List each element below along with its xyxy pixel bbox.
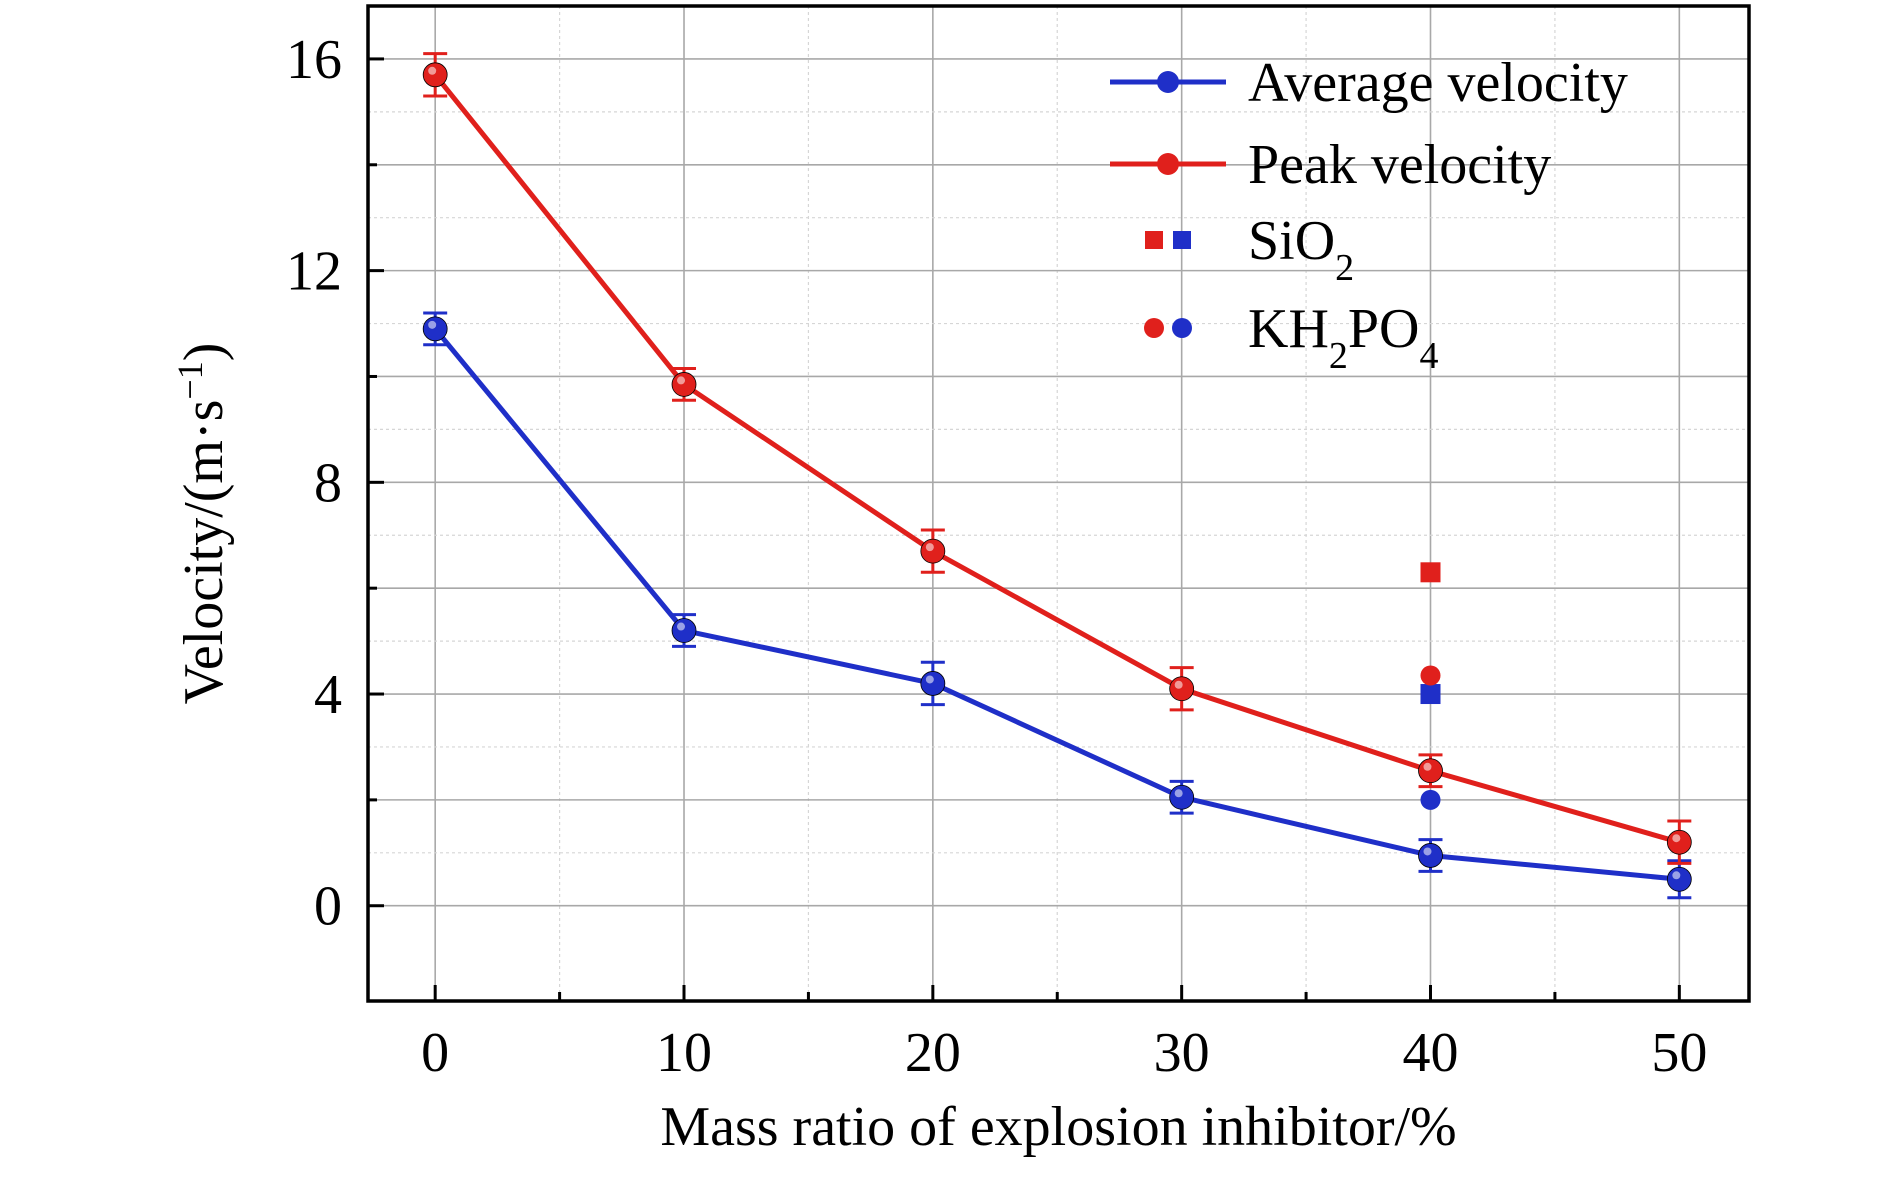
data-point-highlight (1423, 762, 1432, 771)
legend-kh2po4-kh: KH (1248, 298, 1329, 360)
data-point-highlight (428, 66, 437, 75)
legend-label-average: Average velocity (1248, 52, 1628, 114)
legend-marker-sio2-peak (1145, 231, 1163, 249)
x-tick-label: 10 (656, 1022, 712, 1084)
legend-marker-average (1157, 71, 1179, 93)
legend-item-average-velocity: Average velocity (1110, 52, 1628, 114)
point-sio2-average (1420, 684, 1441, 705)
data-point (422, 316, 448, 342)
y-axis-title-main: Velocity/(m·s (173, 400, 235, 705)
data-point-highlight (925, 543, 934, 552)
legend-kh2po4-sub2: 4 (1419, 335, 1438, 377)
legend-label-kh2po4: KH2PO4 (1248, 298, 1438, 377)
data-point (422, 62, 448, 88)
y-tick-label: 4 (314, 664, 342, 726)
y-axis-title-close: ) (173, 343, 235, 362)
point-kh2po4-peak (1420, 665, 1441, 686)
data-point (920, 671, 946, 696)
data-point (1169, 676, 1195, 702)
x-tick-label: 0 (421, 1022, 449, 1084)
x-tick-label: 50 (1651, 1022, 1707, 1084)
tick-labels: 0 10 20 30 40 50 0 4 8 12 16 (286, 29, 1707, 1084)
series-line (433, 73, 1681, 845)
data-point (1169, 784, 1195, 810)
y-axis-title: Velocity/(m·s−1) (170, 343, 235, 705)
x-tick-label: 30 (1154, 1022, 1210, 1084)
data-point-highlight (1672, 834, 1681, 843)
extra-points (1420, 562, 1441, 810)
series-line (433, 327, 1680, 882)
x-tick-label: 40 (1402, 1022, 1458, 1084)
series-peak-velocity (422, 52, 1692, 865)
ticks (368, 57, 1681, 1001)
x-axis-title: Mass ratio of explosion inhibitor/% (660, 1096, 1456, 1158)
legend-sio2-sub: 2 (1335, 247, 1354, 289)
data-point (920, 538, 946, 564)
data-point-highlight (428, 320, 437, 329)
data-point-highlight (1174, 680, 1183, 689)
legend-item-peak-velocity: Peak velocity (1110, 134, 1551, 196)
grid (368, 6, 1749, 1001)
point-kh2po4-average (1420, 789, 1441, 810)
y-axis-title-sup: −1 (170, 361, 210, 399)
data-point-highlight (1672, 871, 1681, 880)
data-point (1418, 843, 1443, 868)
data-point-highlight (1423, 847, 1432, 856)
data-point (671, 372, 697, 397)
data-point (671, 618, 697, 643)
y-tick-label: 8 (314, 452, 342, 514)
legend-kh2po4-po: PO (1348, 298, 1420, 360)
data-point (1666, 829, 1692, 855)
point-sio2-peak (1420, 562, 1441, 583)
y-tick-label: 16 (286, 29, 342, 91)
legend-item-sio2: SiO2 (1145, 210, 1354, 289)
legend-sio2-base: SiO (1248, 210, 1335, 272)
series-layer (422, 52, 1692, 900)
legend-label-peak: Peak velocity (1248, 134, 1551, 196)
data-point (1418, 758, 1443, 784)
data-point-highlight (925, 675, 934, 684)
legend-marker-kh2po4-peak (1144, 318, 1164, 338)
legend-marker-kh2po4-average (1172, 318, 1192, 338)
data-point-highlight (677, 376, 686, 385)
y-tick-label: 12 (286, 241, 342, 303)
legend-item-kh2po4: KH2PO4 (1144, 298, 1438, 377)
legend-marker-sio2-average (1173, 231, 1191, 249)
legend-marker-peak (1157, 153, 1179, 175)
legend-kh2po4-sub1: 2 (1329, 335, 1348, 377)
y-tick-label: 0 (314, 876, 342, 938)
legend: Average velocity Peak velocity SiO2 KH2P… (1110, 52, 1628, 377)
data-point (1666, 866, 1692, 892)
legend-label-sio2: SiO2 (1248, 210, 1354, 289)
series-average-velocity (422, 311, 1692, 900)
x-tick-label: 20 (905, 1022, 961, 1084)
data-point-highlight (677, 622, 686, 631)
data-point-highlight (1174, 789, 1183, 798)
